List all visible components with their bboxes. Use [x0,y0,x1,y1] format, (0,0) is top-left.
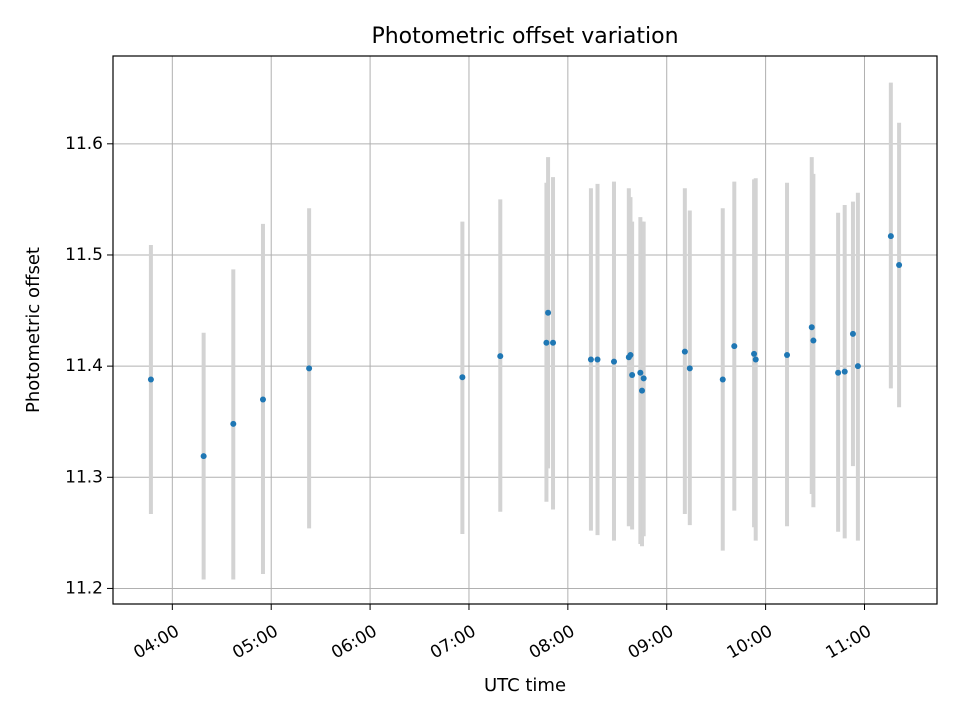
data-point [550,339,557,346]
data-point [849,330,856,337]
data-point [587,356,594,363]
data-point [629,372,636,379]
y-tick-label: 11.3 [65,467,103,487]
data-point [459,374,466,381]
data-point [752,356,759,363]
data-point [686,365,693,372]
data-point [230,420,237,427]
data-point [841,368,848,375]
data-point [719,376,726,383]
data-point [627,352,634,359]
data-point [751,350,758,357]
data-point [835,369,842,376]
data-point [306,365,313,372]
y-axis-label: Photometric offset [23,247,44,413]
x-axis-label: UTC time [484,675,566,696]
data-point [681,348,688,355]
y-tick-label: 11.4 [65,356,103,376]
data-point [637,369,644,376]
y-tick-label: 11.2 [65,578,103,598]
plot-frame [112,55,938,605]
data-point [259,396,266,403]
data-point [896,261,903,268]
data-point [640,375,647,382]
data-point [784,352,791,359]
grid [113,56,937,604]
data-point [639,387,646,394]
data-point [200,453,207,460]
data-point [497,353,504,360]
data-point [810,337,817,344]
data-point [594,356,601,363]
data-point [147,376,154,383]
data-point [731,343,738,350]
data-point [610,358,617,365]
y-tick-label: 11.6 [65,134,103,154]
data-point [887,233,894,240]
data-point [854,363,861,370]
data-point [543,339,550,346]
y-tick-label: 11.5 [65,245,103,265]
chart-title: Photometric offset variation [371,24,678,49]
data-point [545,309,552,316]
data-point [808,324,815,331]
data-points [147,233,903,460]
